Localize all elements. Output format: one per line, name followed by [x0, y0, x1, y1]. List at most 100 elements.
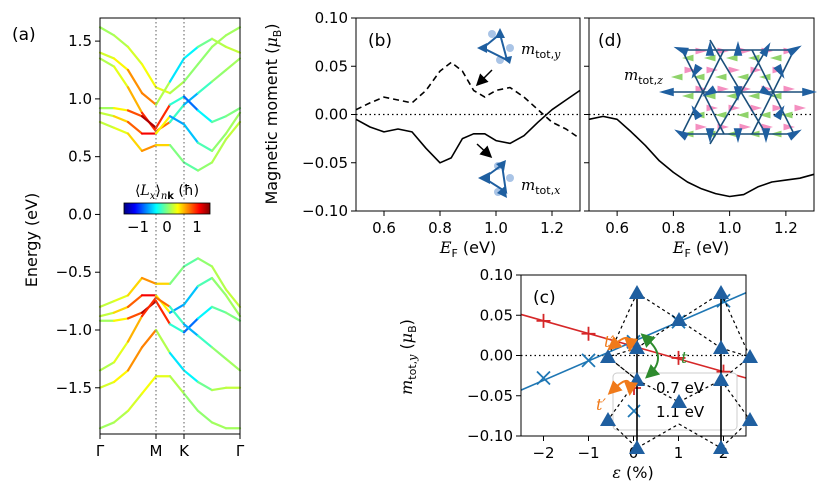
band-segment	[98, 26, 116, 37]
spin-arrow-pink	[750, 104, 762, 112]
band-segment	[210, 37, 228, 48]
band-segment	[112, 34, 130, 48]
band-segment	[182, 284, 200, 306]
band-segment	[126, 315, 144, 343]
band-segment	[168, 95, 186, 106]
inset-y-pointer	[475, 69, 493, 87]
band-segment	[154, 300, 172, 326]
hopping-label-t: t	[681, 348, 688, 367]
panel-a-kpoint-lines	[155, 18, 185, 434]
band-segment	[196, 334, 214, 349]
band-segment	[112, 115, 130, 124]
kagome-schematic: t′ t t′	[596, 285, 758, 454]
band-segment	[224, 111, 242, 135]
spin-arrow-green	[704, 92, 716, 100]
kagome-bond	[681, 49, 725, 135]
band-segment	[112, 340, 130, 364]
band-segment	[98, 421, 116, 430]
lattice-site	[742, 412, 758, 426]
band-segment	[182, 92, 200, 106]
band-segment	[210, 421, 228, 430]
spin-arrow-blue	[673, 46, 689, 57]
ytick-label: −1.5	[56, 379, 92, 397]
band-segment	[182, 63, 200, 83]
band-segment	[126, 86, 144, 114]
lattice-site	[713, 285, 729, 299]
series-line	[588, 115, 815, 198]
legend-marker-blue	[627, 404, 641, 418]
band-segment	[140, 92, 158, 106]
band-segment	[196, 45, 214, 66]
band-segment	[210, 386, 228, 392]
band-segment	[126, 45, 144, 66]
band-segment	[112, 305, 130, 314]
lattice-site	[600, 412, 616, 426]
data-point-x	[581, 353, 596, 368]
band-segment	[168, 103, 186, 124]
spin-arrow-blue	[759, 42, 771, 58]
band-segment	[126, 109, 144, 118]
ytick-label: 1.0	[68, 90, 92, 108]
ytick-label: −0.10	[467, 427, 513, 445]
panel-c-xlabel: ε (%)	[612, 463, 653, 482]
spin-arrow-green	[682, 92, 694, 100]
band-segment	[154, 86, 172, 95]
series-line	[355, 61, 581, 140]
band-segment	[112, 317, 130, 322]
band-segment	[210, 68, 228, 83]
panel-a-ylabel: Energy (eV)	[22, 193, 41, 287]
band-segment	[168, 305, 186, 326]
hopping-bond-dashed	[678, 292, 722, 321]
xtick-label: Γ	[236, 442, 245, 460]
spin-arrow-green	[715, 73, 727, 81]
spin-arrow-pink	[783, 123, 795, 131]
panel-a-colorbar: ⟨Lx⟩nk (ħ) −1 0 1	[123, 183, 211, 236]
band-segment	[182, 123, 200, 144]
xtick-label: K	[179, 442, 190, 460]
ytick-label: 1.5	[68, 32, 92, 50]
band-segment	[98, 111, 116, 118]
xtick-label: 0.8	[661, 219, 685, 237]
band-segment	[210, 34, 228, 48]
band-segment	[210, 138, 228, 164]
band-segment	[126, 392, 144, 412]
band-segment	[112, 369, 130, 384]
band-segment	[126, 120, 144, 135]
spin-arrow-pink	[739, 123, 751, 131]
band-segment	[196, 409, 214, 424]
inset-x-spin-glow	[506, 174, 514, 182]
panel-a: (a) Energy (eV) −1.5 −1.0 −0.5 0.0 0.5 1.0 1.5…	[12, 17, 245, 460]
band-segment	[168, 323, 186, 334]
panel-a-bands	[98, 26, 242, 430]
band-segment	[224, 288, 242, 308]
band-segment	[210, 346, 228, 360]
inset-mtoty: mtot,y	[475, 28, 561, 87]
band-segment	[196, 37, 214, 48]
panel-b-series	[355, 61, 581, 164]
data-point-plus	[536, 313, 551, 328]
spin-arrow-pink	[728, 104, 740, 112]
spin-arrow-green	[682, 54, 694, 62]
spin-arrow-blue	[773, 63, 785, 79]
hopping-bond-dashed	[720, 347, 751, 358]
spin-arrow-green	[781, 111, 793, 119]
hopping-bond-dashed	[720, 379, 751, 421]
hopping-label-tprime-bottom: t′	[596, 395, 606, 414]
band-segment	[196, 380, 214, 392]
inset-x-spin-arrow	[478, 172, 490, 184]
data-point-plus	[671, 350, 686, 365]
band-segment	[210, 265, 228, 291]
band-segment	[168, 80, 186, 95]
band-segment	[168, 352, 186, 372]
band-segment	[210, 115, 228, 124]
legend-label-blue: 1.1 eV	[656, 403, 705, 421]
band-segment	[112, 126, 130, 135]
band-segment	[98, 300, 116, 308]
band-segment	[224, 26, 242, 37]
colorbar-label: ⟨Lx⟩nk (ħ)	[135, 183, 199, 202]
inset-x-triangle	[482, 163, 508, 195]
band-segment	[154, 103, 172, 129]
spin-arrow-blue	[691, 105, 703, 121]
hopping-arrow-tprime	[607, 380, 638, 396]
spin-arrow-pink	[728, 66, 740, 74]
